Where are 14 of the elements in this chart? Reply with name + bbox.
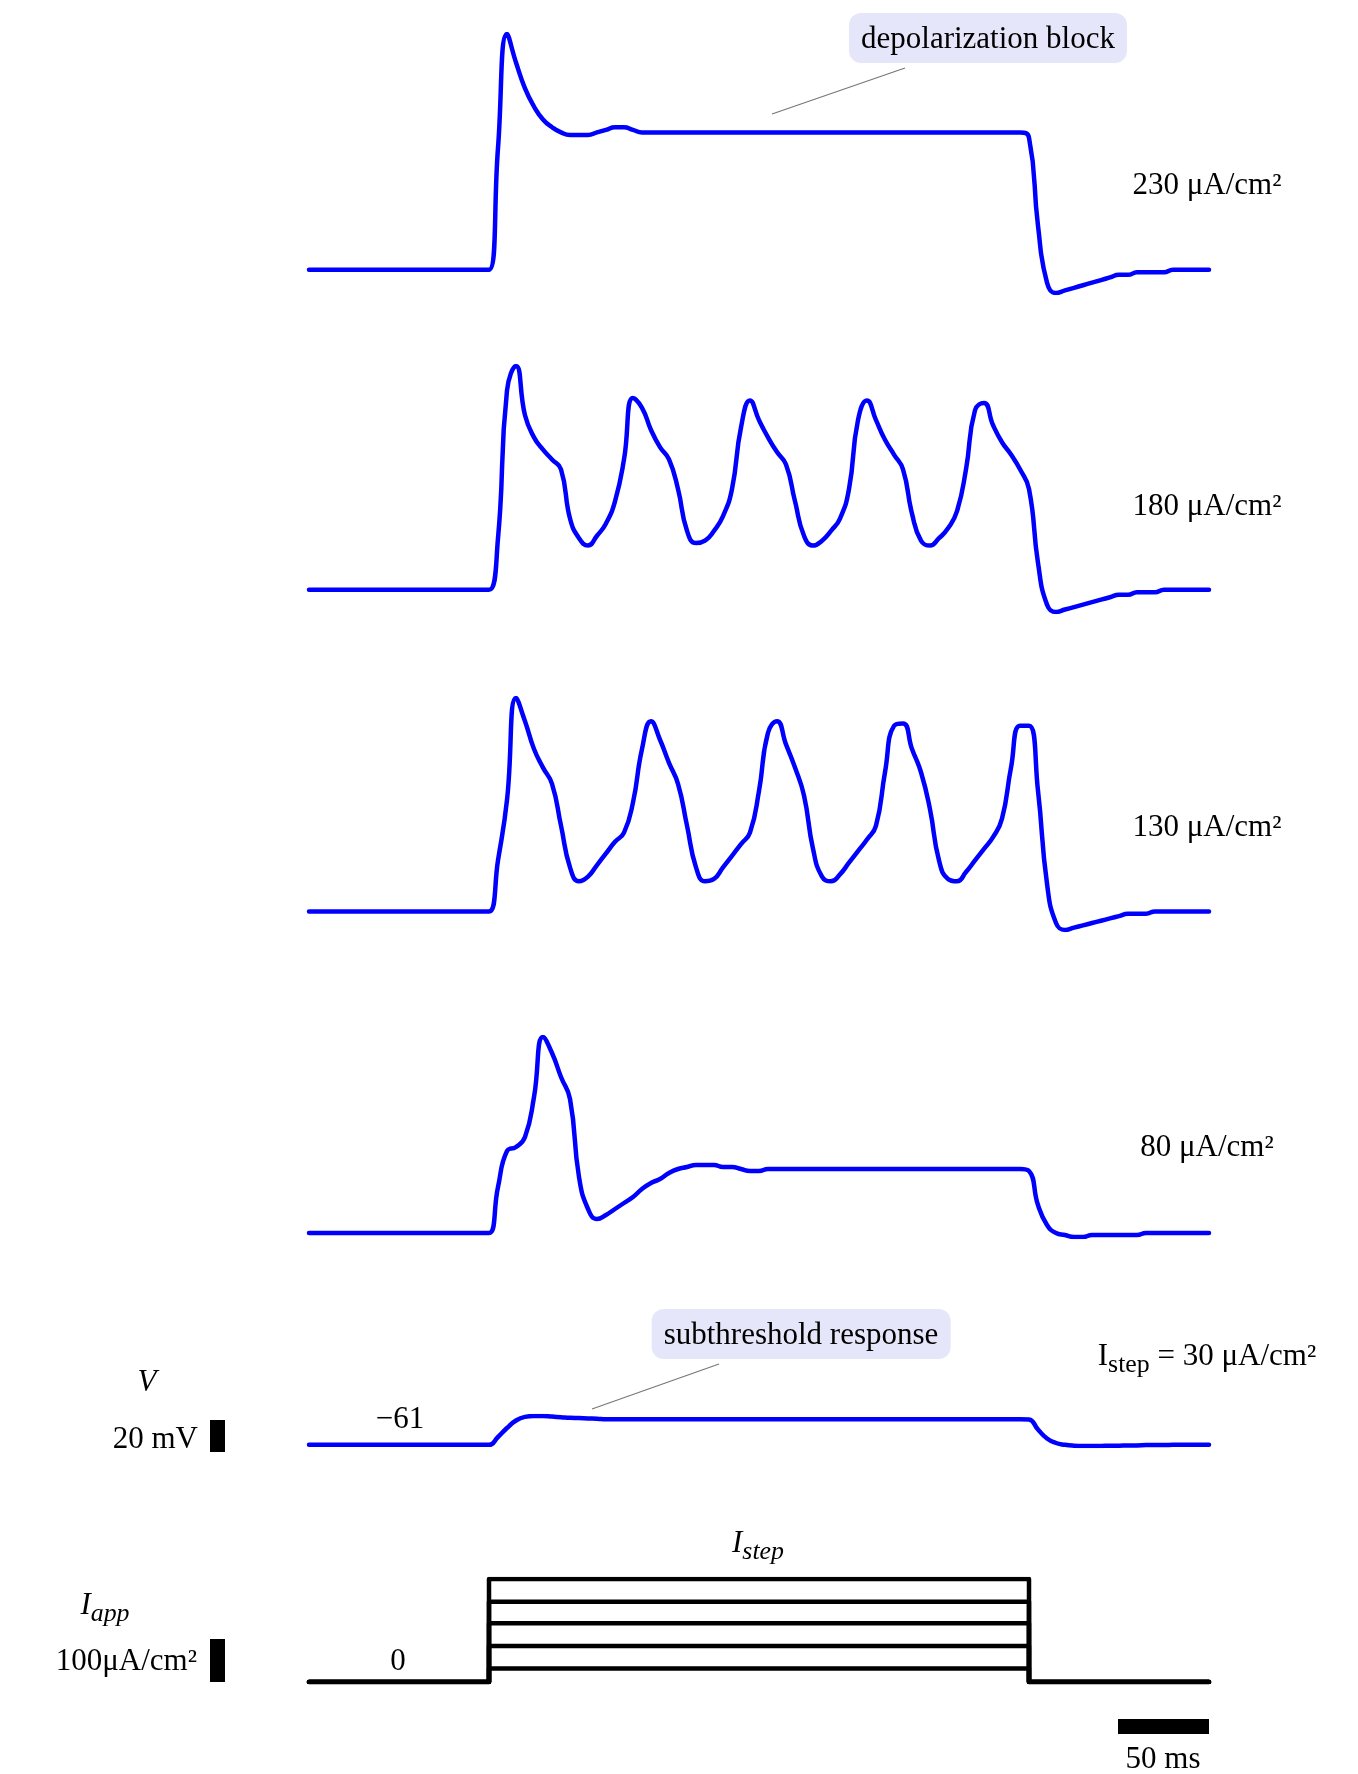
- text: 130 μA/cm²: [1132, 807, 1282, 844]
- text: 100μA/cm²: [55, 1641, 197, 1678]
- chart-title: I$_{step}$ = 30 μA/cm²: [1097, 1336, 1317, 1379]
- text: I$_{step}$: [732, 1523, 784, 1566]
- text: 50 ms: [1125, 1739, 1201, 1774]
- annotation: −61: [375, 1399, 425, 1436]
- text: 180 μA/cm²: [1132, 486, 1282, 523]
- text: I$_{app}$: [80, 1585, 130, 1628]
- text: 230 μA/cm²: [1132, 165, 1282, 202]
- text: 80 μA/cm²: [1140, 1127, 1274, 1164]
- text: subthreshold response: [651, 1308, 951, 1360]
- annotation: depolarization block: [849, 12, 1127, 64]
- text: 20 mV: [112, 1419, 198, 1456]
- annotation: 0: [390, 1641, 406, 1678]
